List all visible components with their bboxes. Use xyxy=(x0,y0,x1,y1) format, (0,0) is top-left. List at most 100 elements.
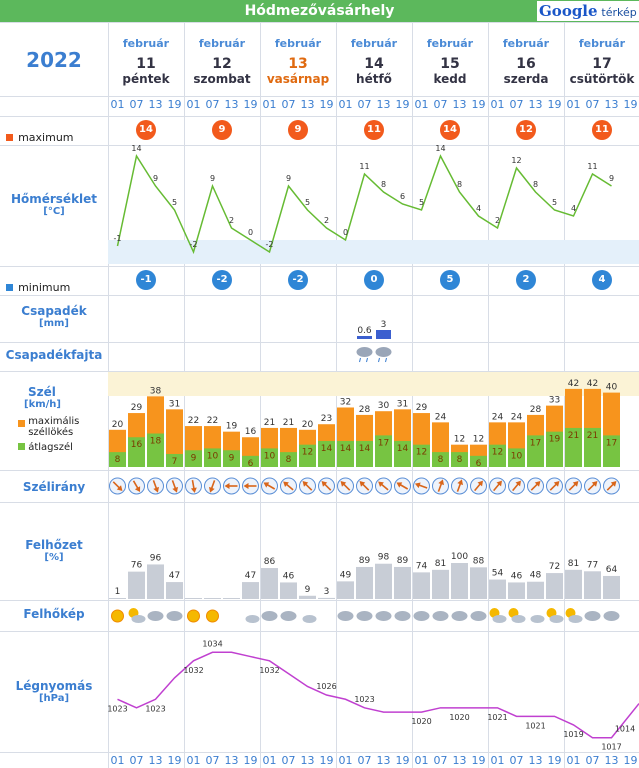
cloud-bar xyxy=(337,581,354,599)
avg-wind-bar xyxy=(318,440,335,467)
gust-warning-band xyxy=(108,372,639,396)
cloud-value: 64 xyxy=(606,565,618,575)
temperature-unit: [°C] xyxy=(43,206,65,217)
cloud-icon xyxy=(261,611,278,621)
gust-value: 21 xyxy=(283,418,294,428)
pressure-value: 1017 xyxy=(601,743,621,752)
hour-label: 01 xyxy=(490,754,505,767)
wind-direction-icon xyxy=(432,477,449,495)
rain-snow-icon xyxy=(375,347,392,363)
wind-direction-icon xyxy=(166,477,183,495)
min-temp-badge: 5 xyxy=(440,270,460,290)
cloud-value: 86 xyxy=(264,557,276,567)
avg-wind-bar xyxy=(565,427,582,467)
day-month: február xyxy=(426,37,474,50)
avg-wind-value: 12 xyxy=(302,448,313,458)
temperature-value: 9 xyxy=(609,174,614,183)
gust-value: 33 xyxy=(549,396,560,406)
wind-direction-icon xyxy=(109,477,126,495)
precip-value: 0.6 xyxy=(357,326,372,336)
gust-legend-swatch xyxy=(18,420,25,427)
day-header: február 11 péntek xyxy=(108,22,184,96)
gust-value: 42 xyxy=(568,379,579,389)
max-temp-badge: 14 xyxy=(440,120,460,140)
avg-wind-value: 6 xyxy=(476,459,482,469)
day-weekday: szombat xyxy=(193,72,251,86)
temperature-title: Hőmérséklet xyxy=(10,192,98,206)
gust-value: 24 xyxy=(511,412,523,422)
max-temp-badge: 11 xyxy=(592,120,612,140)
cloud-value: 72 xyxy=(549,562,560,572)
day-number: 12 xyxy=(212,56,232,72)
cloud-bar xyxy=(166,582,183,599)
cloud-bar xyxy=(223,598,240,599)
avg-wind-legend: átlagszél xyxy=(18,442,73,453)
temperature-label: Hőmérséklet [°C] xyxy=(0,192,108,217)
cloud-value: 3 xyxy=(324,587,330,597)
day-weekday: csütörtök xyxy=(569,72,635,86)
hour-label: 19 xyxy=(471,754,486,767)
avg-wind-value: 14 xyxy=(359,444,371,454)
avg-wind-value: 8 xyxy=(115,455,121,465)
avg-wind-value: 17 xyxy=(378,438,389,448)
pressure-value: 1032 xyxy=(259,666,279,675)
cloud-label: Felhőzet [%] xyxy=(0,538,108,563)
day-weekday: hétfő xyxy=(356,72,392,86)
avg-wind-value: 14 xyxy=(321,444,333,454)
hour-label: 13 xyxy=(224,754,239,767)
cloud-icon xyxy=(603,611,620,621)
day-number: 15 xyxy=(440,56,460,72)
year-label: 2022 xyxy=(26,48,82,72)
wind-title: Szél xyxy=(28,385,56,399)
avg-wind-bar xyxy=(166,453,183,467)
header-bar: Hódmezővásárhely xyxy=(0,0,639,22)
gust-value: 28 xyxy=(530,405,542,415)
avg-wind-bar xyxy=(204,448,221,467)
gust-legend: maximális széllökés xyxy=(18,416,108,438)
hour-label: 19 xyxy=(623,98,638,111)
temperature-value: 0 xyxy=(248,228,253,237)
avg-wind-value: 17 xyxy=(606,438,617,448)
hour-label: 13 xyxy=(376,754,391,767)
avg-wind-value: 10 xyxy=(264,451,276,461)
hour-label: 13 xyxy=(528,98,543,111)
cloud-bar xyxy=(261,568,278,599)
max-temp-badge: 9 xyxy=(288,120,308,140)
avg-wind-value: 17 xyxy=(530,438,541,448)
hour-label: 07 xyxy=(281,754,296,767)
pressure-value: 1021 xyxy=(525,721,545,730)
gust-value: 21 xyxy=(264,418,275,428)
day-month: február xyxy=(578,37,626,50)
pressure-value: 1020 xyxy=(449,713,469,722)
gust-value: 16 xyxy=(245,427,257,437)
day-header: február 15 kedd xyxy=(412,22,488,96)
google-maps-link[interactable]: Google térkép xyxy=(537,1,639,21)
moon-cloud-icon xyxy=(244,608,260,623)
temperature-value: 2 xyxy=(229,216,234,225)
cloud-bar xyxy=(299,595,316,599)
hour-label: 07 xyxy=(281,98,296,111)
hour-label: 07 xyxy=(205,98,220,111)
day-month: február xyxy=(274,37,322,50)
gust-value: 29 xyxy=(416,403,428,413)
hour-label: 07 xyxy=(357,98,372,111)
cloud-value: 98 xyxy=(378,553,390,563)
avg-wind-bar xyxy=(489,444,506,467)
temperature-value: 5 xyxy=(419,198,424,207)
avg-wind-bar xyxy=(223,450,240,467)
hour-label: 13 xyxy=(452,98,467,111)
row-divider xyxy=(0,600,639,601)
day-header: február 14 hétfő xyxy=(336,22,412,96)
avg-wind-value: 12 xyxy=(492,448,503,458)
day-weekday: kedd xyxy=(433,72,467,86)
cloud-bar xyxy=(375,563,392,599)
temperature-value: 6 xyxy=(400,192,405,201)
cloud-bar xyxy=(584,571,601,599)
cloud-bar xyxy=(603,575,620,599)
cloud-bar xyxy=(147,564,164,599)
cloud-value: 1 xyxy=(115,587,121,597)
avg-wind-bar xyxy=(337,440,354,467)
temperature-value: 8 xyxy=(381,180,386,189)
hour-label: 07 xyxy=(509,98,524,111)
